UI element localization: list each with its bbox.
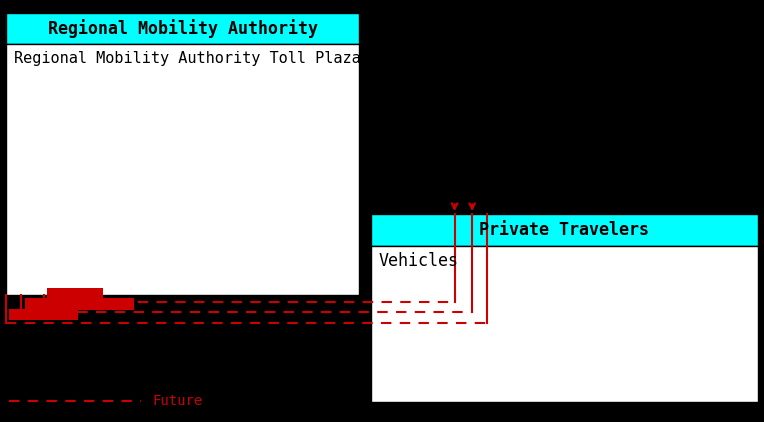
- Text: request tag data: request tag data: [25, 299, 133, 309]
- Text: Regional Mobility Authority Toll Plazas: Regional Mobility Authority Toll Plazas: [14, 51, 370, 66]
- Text: Private Travelers: Private Travelers: [479, 221, 649, 239]
- Bar: [371, 214, 758, 402]
- Text: Future: Future: [153, 394, 203, 408]
- Text: tag update: tag update: [10, 309, 77, 319]
- Text: Vehicles: Vehicles: [378, 252, 458, 270]
- Bar: [6, 13, 359, 44]
- Bar: [6, 13, 359, 295]
- Text: tag data: tag data: [48, 288, 102, 298]
- Bar: [6, 44, 359, 295]
- Bar: [371, 214, 758, 246]
- Text: Regional Mobility Authority: Regional Mobility Authority: [47, 19, 318, 38]
- Bar: [371, 246, 758, 402]
